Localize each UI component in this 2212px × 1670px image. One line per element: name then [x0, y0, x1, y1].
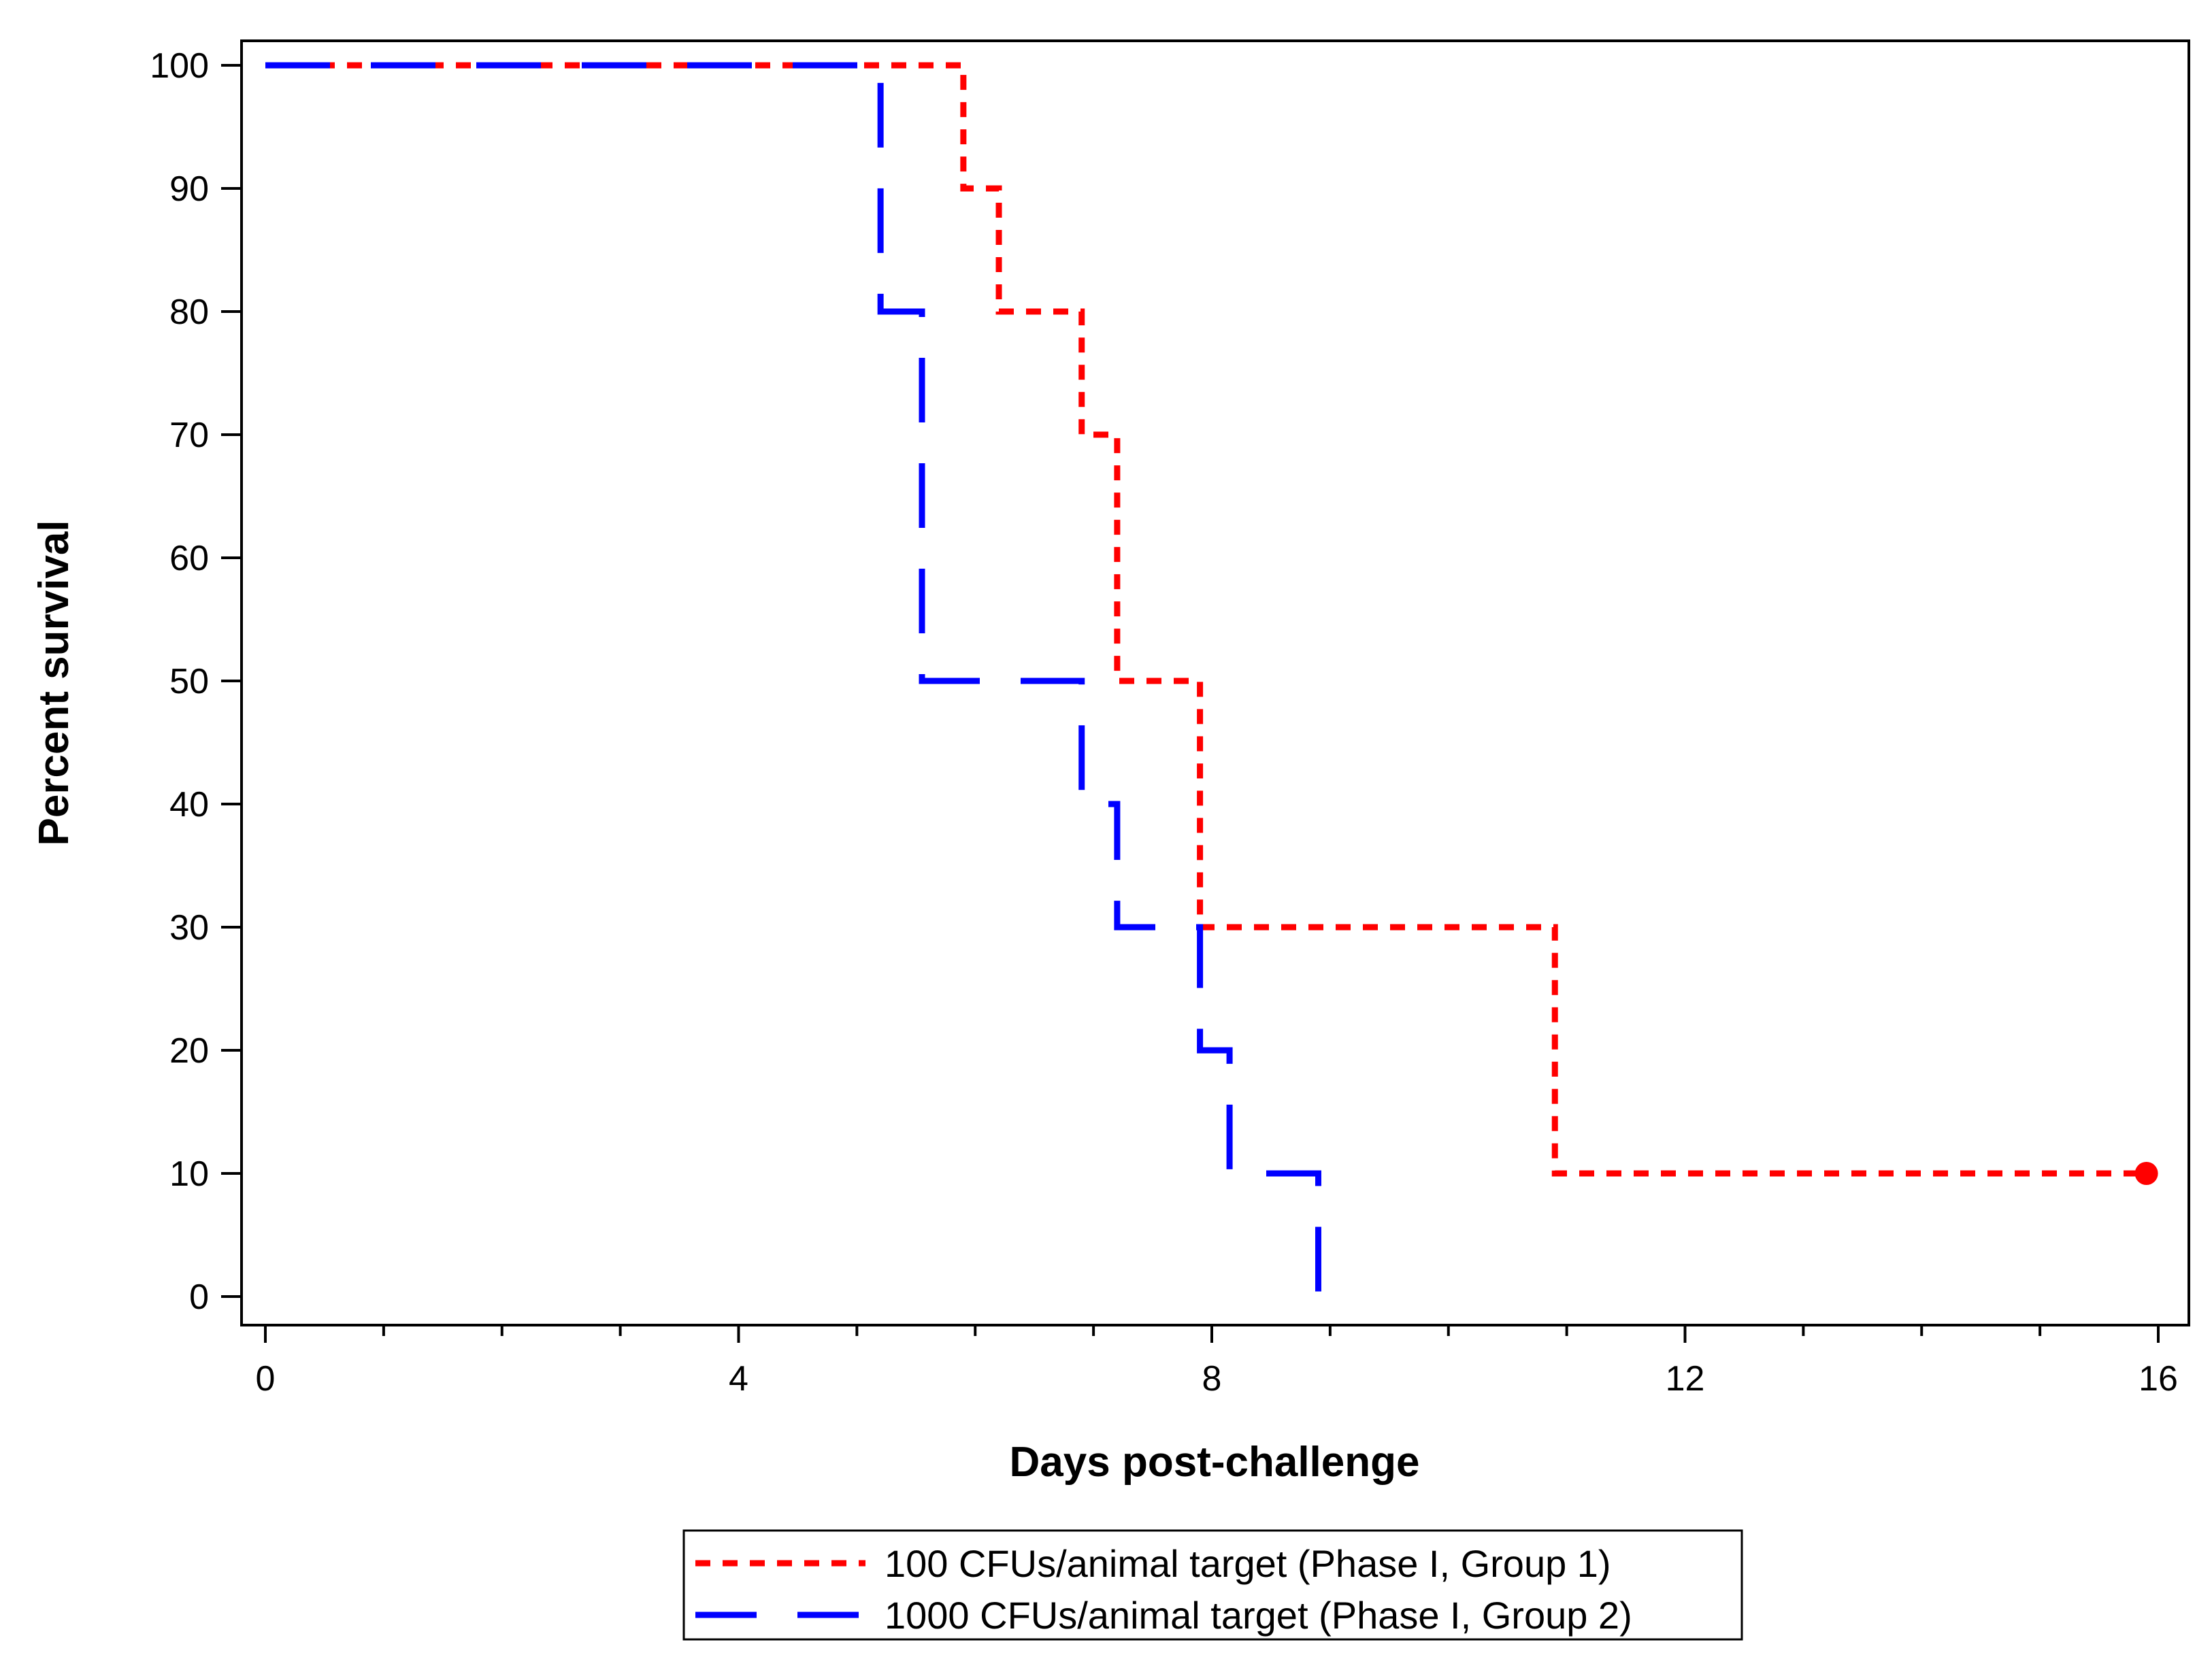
y-tick-label: 90: [169, 169, 209, 209]
x-tick-label: 4: [729, 1359, 748, 1399]
legend: 100 CFUs/animal target (Phase I, Group 1…: [682, 1529, 1743, 1641]
plot-frame: [240, 39, 2190, 1326]
y-tick-label: 70: [169, 416, 209, 455]
series-layer: [265, 62, 2158, 1297]
x-tick-label: 0: [256, 1359, 276, 1399]
series-line-group1: [265, 62, 2147, 1177]
censored-marker: [2134, 1162, 2158, 1185]
legend-label-group2: 1000 CFUs/animal target (Phase I, Group …: [885, 1594, 1632, 1637]
x-axis-title: Days post-challenge: [1010, 1439, 1420, 1486]
series-line-group2: [265, 62, 1321, 1297]
x-tick-label: 12: [1666, 1359, 1705, 1399]
y-tick-label: 60: [169, 539, 209, 578]
y-tick-label: 100: [150, 46, 209, 86]
legend-label-group1: 100 CFUs/animal target (Phase I, Group 1…: [885, 1542, 1611, 1585]
y-tick-label: 20: [169, 1031, 209, 1071]
x-tick-label: 16: [2139, 1359, 2178, 1399]
y-tick-label: 50: [169, 662, 209, 701]
y-tick-label: 10: [169, 1154, 209, 1194]
y-tick-label: 0: [189, 1277, 209, 1317]
y-tick-label: 40: [169, 785, 209, 824]
y-tick-label: 80: [169, 293, 209, 332]
y-axis-title: Percent survival: [31, 520, 78, 846]
x-axis: 0 4 8 12 16: [256, 1325, 2178, 1399]
y-axis: 0 10 20 30 40 50 60 70 80 90 100: [150, 46, 242, 1317]
x-tick-label: 8: [1202, 1359, 1222, 1399]
legend-box: [682, 1529, 1743, 1641]
y-tick-label: 30: [169, 908, 209, 948]
